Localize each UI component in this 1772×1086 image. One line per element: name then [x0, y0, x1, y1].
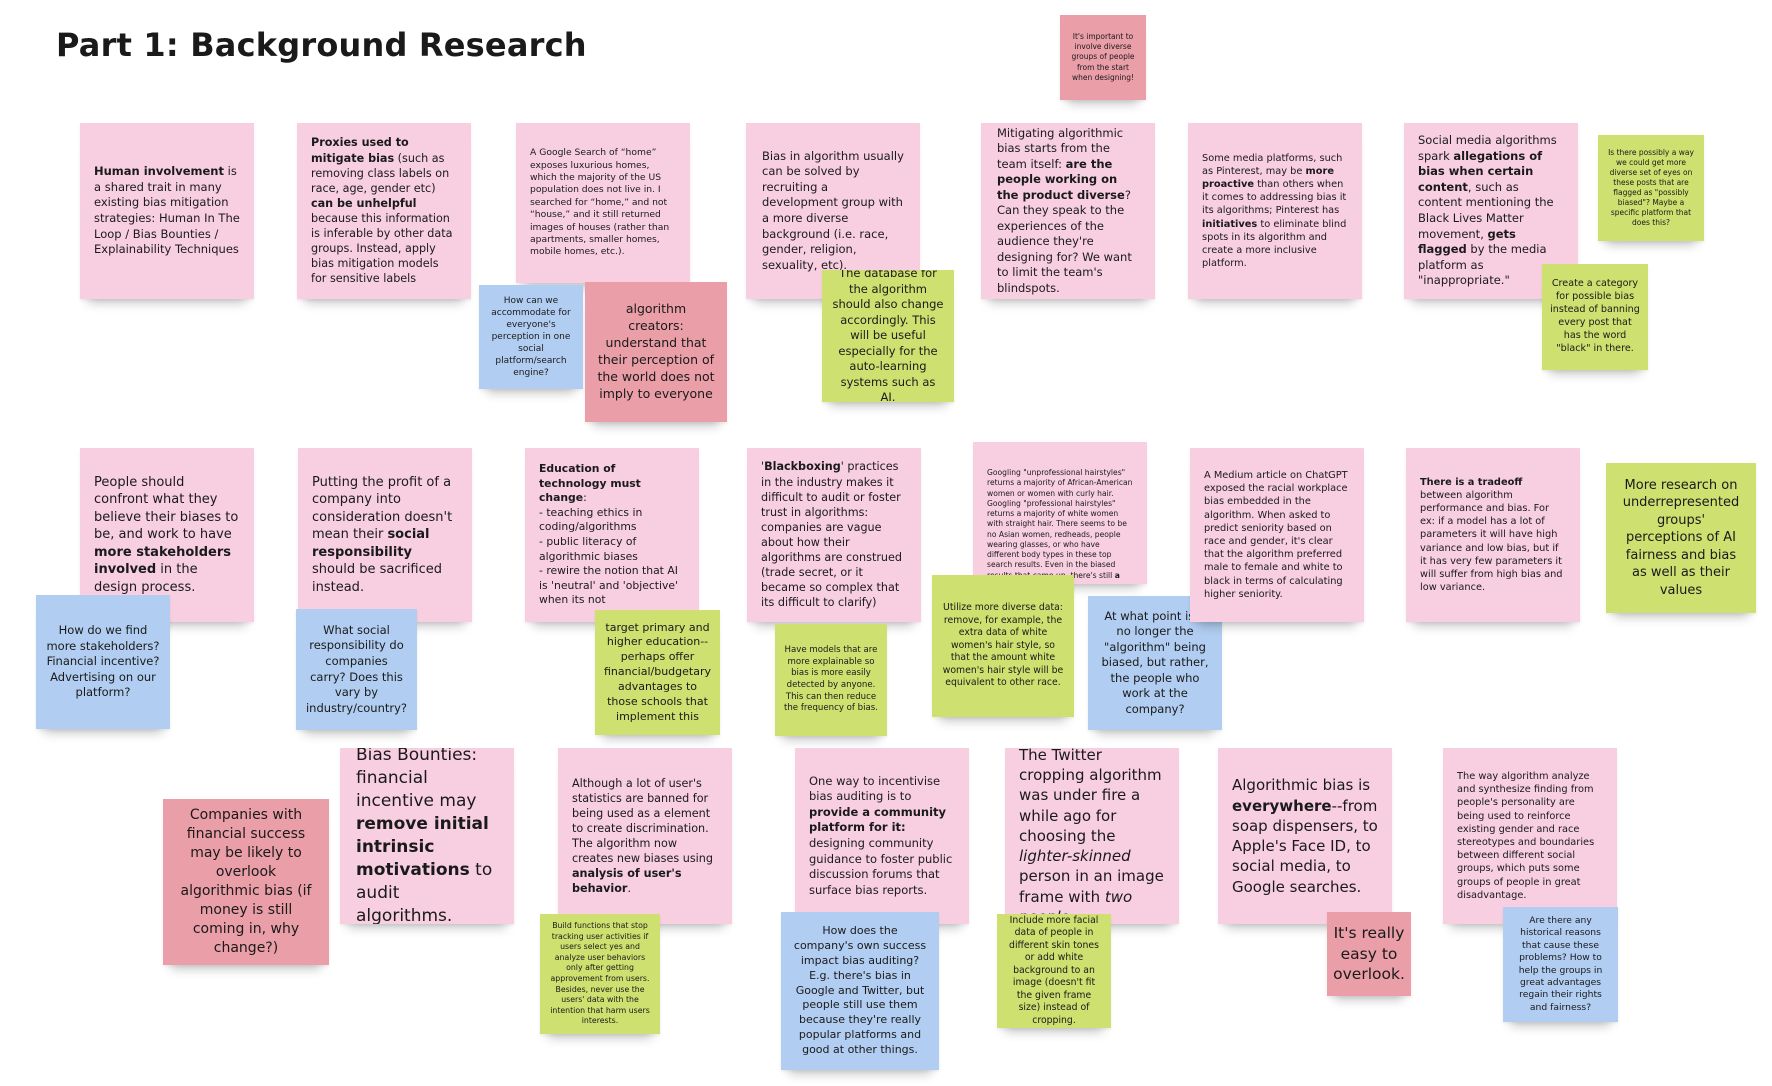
note-text: How can we accommodate for everyone's pe…: [491, 295, 571, 379]
sticky-note[interactable]: One way to incentivise bias auditing is …: [795, 748, 969, 924]
note-text: What social responsibility do companies …: [305, 622, 408, 715]
sticky-note[interactable]: How do we find more stakeholders? Financ…: [36, 595, 170, 729]
sticky-note[interactable]: Although a lot of user's statistics are …: [558, 748, 732, 924]
note-text: It's important to involve diverse groups…: [1071, 32, 1135, 82]
sticky-note[interactable]: Human involvement is a shared trait in m…: [80, 123, 254, 299]
sticky-note[interactable]: Is there possibly a way we could get mor…: [1598, 135, 1704, 241]
note-text: algorithm creators: understand that thei…: [597, 301, 715, 401]
sticky-note[interactable]: Algorithmic bias is everywhere--from soa…: [1218, 748, 1392, 924]
note-text: target primary and higher education--per…: [604, 620, 711, 723]
sticky-note[interactable]: It's really easy to overlook.: [1327, 912, 1411, 996]
note-text: It's really easy to overlook.: [1333, 923, 1405, 984]
sticky-note[interactable]: Education of technology must change: - te…: [525, 448, 699, 622]
note-text: Proxies used to mitigate bias (such as r…: [311, 136, 453, 286]
sticky-note[interactable]: Some media platforms, such as Pinterest,…: [1188, 123, 1362, 299]
sticky-note[interactable]: Proxies used to mitigate bias (such as r…: [297, 123, 471, 299]
note-text: The Twitter cropping algorithm was under…: [1019, 748, 1164, 924]
sticky-note[interactable]: Bias in algorithm usually can be solved …: [746, 123, 920, 299]
sticky-note[interactable]: There is a tradeoff between algorithm pe…: [1406, 448, 1580, 622]
note-text: Putting the profit of a company into con…: [312, 474, 453, 595]
sticky-note[interactable]: What social responsibility do companies …: [296, 609, 417, 730]
sticky-note[interactable]: The Twitter cropping algorithm was under…: [1005, 748, 1179, 924]
sticky-note[interactable]: 'Blackboxing' practices in the industry …: [747, 448, 921, 622]
note-text: How do we find more stakeholders? Financ…: [46, 623, 160, 700]
note-text: A Google Search of “home” exposes luxuri…: [530, 147, 670, 258]
sticky-note[interactable]: How does the company's own success impac…: [781, 912, 939, 1070]
note-text: Bias Bounties: financial incentive may r…: [356, 748, 493, 924]
note-text: 'Blackboxing' practices in the industry …: [761, 460, 903, 610]
note-text: Companies with financial success may be …: [180, 807, 312, 956]
sticky-note[interactable]: Mitigating algorithmic bias starts from …: [981, 123, 1155, 299]
sticky-note[interactable]: algorithm creators: understand that thei…: [585, 282, 727, 422]
note-text: Utilize more diverse data: remove, for e…: [942, 602, 1064, 689]
note-text: Are there any historical reasons that ca…: [1518, 914, 1603, 1013]
sticky-note[interactable]: Build functions that stop tracking user …: [540, 914, 660, 1034]
note-text: Social media algorithms spark allegation…: [1418, 133, 1557, 288]
sticky-note[interactable]: The way algorithm analyze and synthesize…: [1443, 748, 1617, 924]
note-text: Is there possibly a way we could get mor…: [1608, 147, 1694, 228]
note-text: Education of technology must change: - te…: [539, 462, 679, 607]
sticky-note[interactable]: It's important to involve diverse groups…: [1060, 15, 1146, 100]
note-text: Googling "unprofessional hairstyles" ret…: [987, 468, 1133, 584]
sticky-note[interactable]: Putting the profit of a company into con…: [298, 448, 472, 622]
note-text: One way to incentivise bias auditing is …: [809, 773, 953, 897]
sticky-note[interactable]: How can we accommodate for everyone's pe…: [479, 285, 583, 389]
sticky-note[interactable]: Googling "unprofessional hairstyles" ret…: [973, 442, 1147, 584]
sticky-note[interactable]: The database for the algorithm should al…: [822, 270, 954, 402]
sticky-note[interactable]: Utilize more diverse data: remove, for e…: [932, 575, 1074, 717]
note-text: At what point is it no longer the "algor…: [1101, 608, 1209, 716]
note-text: Algorithmic bias is everywhere--from soa…: [1232, 776, 1378, 896]
note-text: Mitigating algorithmic bias starts from …: [997, 125, 1132, 295]
note-text: Some media platforms, such as Pinterest,…: [1202, 152, 1347, 270]
note-text: Build functions that stop tracking user …: [550, 921, 650, 1026]
note-text: There is a tradeoff between algorithm pe…: [1420, 476, 1563, 594]
note-text: How does the company's own success impac…: [793, 924, 927, 1056]
note-text: More research on underrepresented groups…: [1622, 477, 1740, 598]
note-text: Bias in algorithm usually can be solved …: [762, 148, 904, 272]
sticky-note[interactable]: Bias Bounties: financial incentive may r…: [340, 748, 514, 924]
sticky-note[interactable]: A Google Search of “home” exposes luxuri…: [516, 123, 690, 283]
sticky-note[interactable]: A Medium article on ChatGPT exposed the …: [1190, 448, 1364, 622]
note-text: A Medium article on ChatGPT exposed the …: [1204, 469, 1348, 600]
sticky-note[interactable]: More research on underrepresented groups…: [1606, 463, 1756, 613]
sticky-note[interactable]: Companies with financial success may be …: [163, 799, 329, 965]
note-text: Human involvement is a shared trait in m…: [94, 164, 240, 257]
sticky-note[interactable]: Are there any historical reasons that ca…: [1503, 907, 1618, 1022]
sticky-note[interactable]: Social media algorithms spark allegation…: [1404, 123, 1578, 299]
sticky-note[interactable]: target primary and higher education--per…: [595, 610, 720, 735]
note-text: Have models that are more explainable so…: [783, 645, 878, 714]
note-text: Create a category for possible bias inst…: [1550, 278, 1640, 354]
note-text: People should confront what they believe…: [94, 474, 239, 595]
sticky-note[interactable]: Create a category for possible bias inst…: [1542, 264, 1648, 370]
sticky-note[interactable]: Have models that are more explainable so…: [775, 624, 887, 736]
note-text: Although a lot of user's statistics are …: [572, 776, 713, 896]
note-text: The database for the algorithm should al…: [832, 270, 944, 402]
board-title: Part 1: Background Research: [56, 26, 587, 64]
sticky-note[interactable]: Include more facial data of people in di…: [997, 914, 1111, 1028]
sticky-note[interactable]: People should confront what they believe…: [80, 448, 254, 622]
note-text: Include more facial data of people in di…: [1009, 914, 1099, 1026]
note-text: The way algorithm analyze and synthesize…: [1457, 770, 1595, 901]
